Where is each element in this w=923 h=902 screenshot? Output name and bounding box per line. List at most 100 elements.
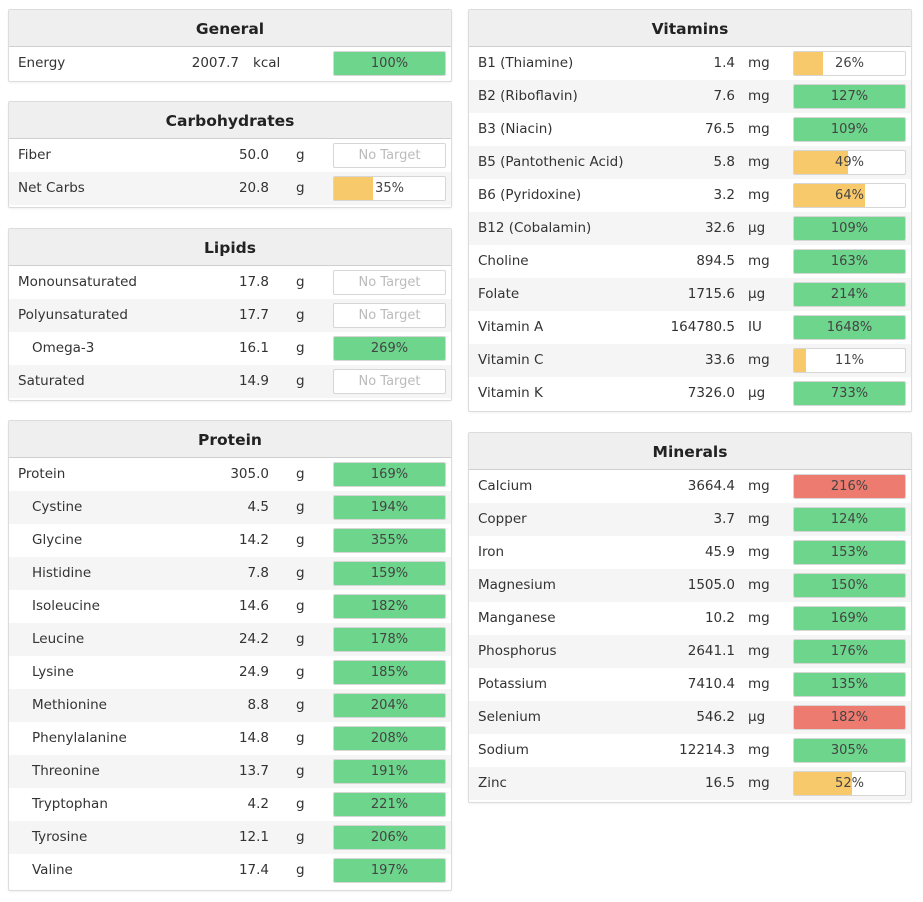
nutrient-unit: g [296, 664, 305, 680]
target-progress-fill [334, 727, 445, 750]
nutrient-amount: 3664.4 [687, 478, 735, 494]
target-progress-bar: 153% [793, 540, 906, 565]
target-progress-fill [334, 496, 445, 519]
nutrient-row-polyunsaturated: Polyunsaturated 17.7 g No Target [9, 299, 451, 332]
nutrient-unit: g [296, 763, 305, 779]
target-progress-fill [794, 382, 905, 405]
nutrient-row-isoleucine: Isoleucine 14.6 g 182% [9, 590, 451, 623]
target-percent-label: 191% [370, 764, 409, 779]
nutrient-amount: 16.5 [704, 775, 735, 791]
nutrient-amount: 17.7 [238, 307, 269, 323]
nutrient-amount: 14.8 [238, 730, 269, 746]
nutrient-amount: 14.6 [238, 598, 269, 614]
target-progress-bar: 216% [793, 474, 906, 499]
target-progress-fill [334, 826, 445, 849]
nutrient-unit: mg [748, 88, 770, 104]
nutrient-name: Phenylalanine [32, 730, 127, 746]
nutrient-amount: 12.1 [238, 829, 269, 845]
nutrient-row-zinc: Zinc 16.5 mg 52% [469, 767, 911, 800]
nutrient-unit: g [296, 532, 305, 548]
nutrient-unit: µg [748, 709, 766, 725]
nutrient-unit: mg [748, 775, 770, 791]
nutrient-unit: g [296, 373, 305, 389]
target-progress-bar: 159% [333, 561, 446, 586]
vitamins-card: Vitamins B1 (Thiamine) 1.4 mg 26% B2 (Ribofl… [468, 9, 912, 412]
nutrient-name: Histidine [32, 565, 92, 581]
nutrient-unit: mg [748, 121, 770, 137]
nutrient-unit: g [296, 730, 305, 746]
nutrient-unit: g [296, 466, 305, 482]
nutrient-amount: 10.2 [704, 610, 735, 626]
nutrient-amount: 50.0 [238, 147, 269, 163]
target-percent-label: 355% [370, 533, 409, 548]
target-progress-fill [794, 184, 866, 207]
nutrient-unit: µg [748, 286, 766, 302]
nutrient-unit: g [296, 180, 305, 196]
target-progress-bar: 194% [333, 495, 446, 520]
carbohydrates-card: Carbohydrates Fiber 50.0 g No Target Net Car… [8, 101, 452, 208]
target-progress-fill [794, 250, 905, 273]
target-progress-fill [794, 739, 905, 762]
target-progress-bar: 1648% [793, 315, 906, 340]
target-percent-label: 109% [830, 122, 869, 137]
nutrient-name: Vitamin A [478, 319, 544, 335]
nutrient-name: Isoleucine [32, 598, 100, 614]
nutrient-unit: g [296, 274, 305, 290]
nutrient-row-b1-thiamine: B1 (Thiamine) 1.4 mg 26% [469, 47, 911, 80]
target-progress-bar: 109% [793, 117, 906, 142]
target-percent-label: 64% [835, 188, 864, 203]
target-progress-bar: 35% [333, 176, 446, 201]
nutrient-row-cystine: Cystine 4.5 g 194% [9, 491, 451, 524]
nutrient-amount: 32.6 [704, 220, 735, 236]
nutrient-unit: kcal [253, 55, 281, 71]
nutrient-unit: g [296, 829, 305, 845]
nutrient-name: B6 (Pyridoxine) [478, 187, 582, 203]
nutrient-unit: mg [748, 187, 770, 203]
target-percent-label: 124% [830, 512, 869, 527]
target-progress-bar: 204% [333, 693, 446, 718]
target-progress-bar: 26% [793, 51, 906, 76]
nutrient-unit: mg [748, 154, 770, 170]
target-progress-fill [334, 694, 445, 717]
nutrient-amount: 24.9 [238, 664, 269, 680]
nutrient-unit: µg [748, 385, 766, 401]
nutrient-row-calcium: Calcium 3664.4 mg 216% [469, 470, 911, 503]
nutrient-amount: 1505.0 [687, 577, 735, 593]
nutrient-unit: mg [748, 478, 770, 494]
nutrient-amount: 546.2 [696, 709, 735, 725]
nutrient-name: Cystine [32, 499, 83, 515]
nutrient-name: Sodium [478, 742, 529, 758]
target-percent-label: 169% [830, 611, 869, 626]
nutrient-amount: 20.8 [238, 180, 269, 196]
target-progress-fill [334, 463, 445, 486]
target-progress-bar: No Target [333, 143, 446, 168]
nutrient-amount: 1715.6 [687, 286, 735, 302]
nutrient-row-valine: Valine 17.4 g 197% [9, 854, 451, 887]
nutrient-row-energy: Energy 2007.7 kcal 100% [9, 47, 451, 80]
target-percent-label: No Target [358, 374, 421, 389]
nutrient-name: Saturated [18, 373, 85, 389]
nutrient-name: Potassium [478, 676, 548, 692]
nutrient-name: Monounsaturated [18, 274, 137, 290]
protein-title: Protein [9, 421, 451, 458]
nutrient-unit: g [296, 147, 305, 163]
target-progress-fill [334, 760, 445, 783]
nutrient-name: Threonine [32, 763, 100, 779]
target-progress-bar: 169% [333, 462, 446, 487]
nutrient-row-glycine: Glycine 14.2 g 355% [9, 524, 451, 557]
nutrient-name: Valine [32, 862, 73, 878]
nutrient-unit: g [296, 862, 305, 878]
target-progress-fill [334, 628, 445, 651]
nutrient-unit: g [296, 340, 305, 356]
target-progress-bar: 178% [333, 627, 446, 652]
target-percent-label: 194% [370, 500, 409, 515]
nutrient-unit: mg [748, 577, 770, 593]
nutrient-amount: 3.2 [713, 187, 735, 203]
nutrient-unit: mg [748, 511, 770, 527]
nutrient-unit: mg [748, 742, 770, 758]
nutrient-unit: mg [748, 253, 770, 269]
nutrient-amount: 4.5 [247, 499, 269, 515]
target-progress-fill [794, 85, 905, 108]
target-progress-bar: 182% [333, 594, 446, 619]
nutrient-name: Vitamin C [478, 352, 544, 368]
